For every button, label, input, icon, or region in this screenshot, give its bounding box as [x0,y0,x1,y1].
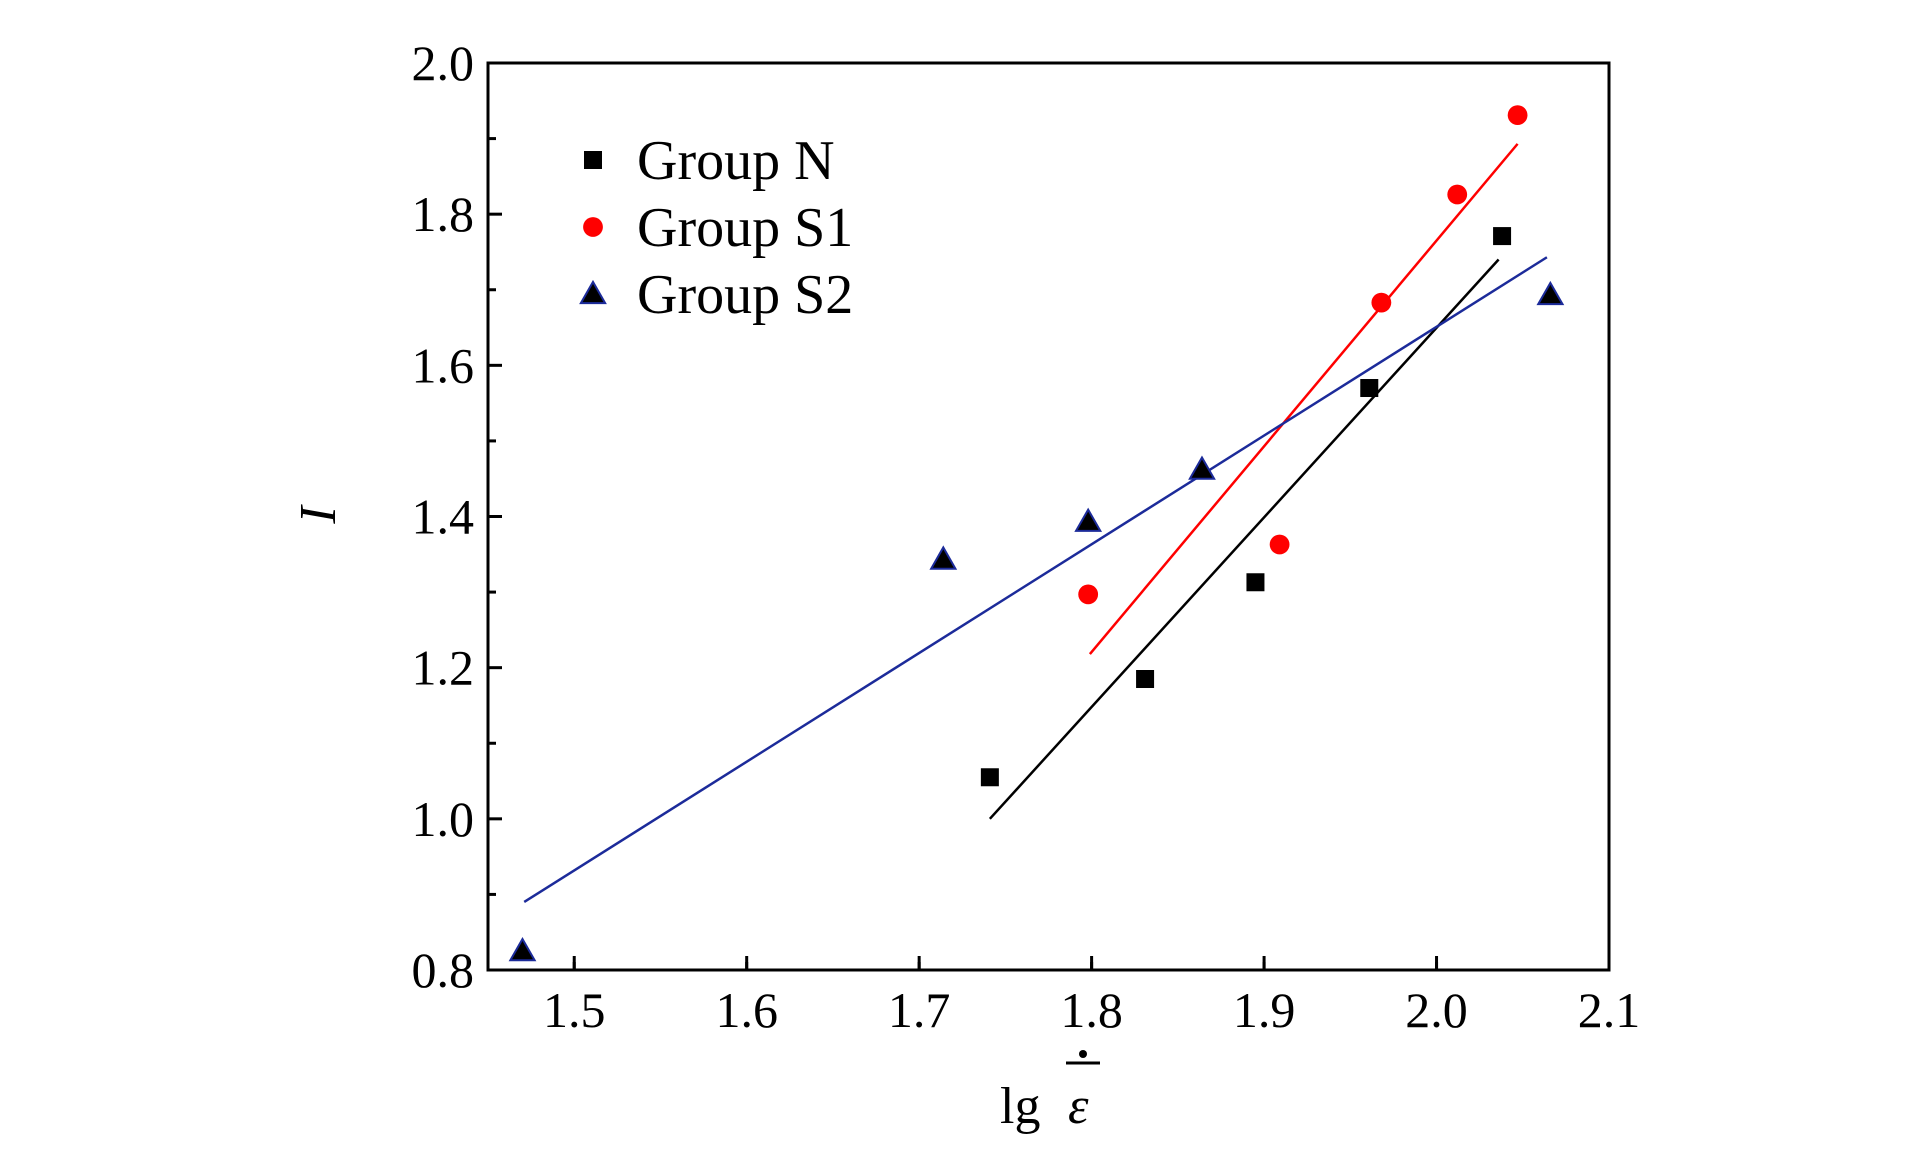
square-marker [1246,573,1265,592]
square-marker [584,151,602,169]
square-marker [980,768,999,787]
circle-marker [1371,292,1392,313]
y-axis-title: I [290,504,347,525]
square-marker [1136,670,1155,689]
x-axis-title-symbol: ε [1068,1078,1089,1135]
x-tick-label: 1.6 [715,982,778,1038]
y-tick-label: 1.2 [412,640,475,696]
triangle-marker [1074,507,1103,532]
x-tick-label: 1.9 [1233,982,1296,1038]
x-axis-title: lg ε [1000,1050,1100,1135]
circle-marker [583,217,603,237]
circle-marker [1269,534,1290,555]
x-tick-label: 2.1 [1578,982,1641,1038]
axis-tick-labels: 1.5 1.6 1.7 1.8 1.9 2.0 2.1 0.8 1.0 1.2 1.4 1.6 1.8 2… [412,35,1641,1038]
y-tick-label: 1.8 [412,186,475,242]
x-tick-label: 1.5 [543,982,606,1038]
legend-label: Group S2 [637,264,853,326]
y-tick-label: 1.0 [412,791,475,847]
legend-label: Group S1 [637,197,853,259]
fit-line [1088,143,1519,655]
triangle-marker [929,545,958,570]
triangle-marker [579,279,607,305]
fit-line [523,256,1548,904]
data-markers [508,105,1565,962]
circle-marker [1507,105,1528,126]
legend-label: Group N [637,130,835,192]
square-marker [1360,379,1379,398]
y-tick-label: 0.8 [412,942,475,998]
x-axis-title-prefix: lg [1000,1078,1040,1135]
triangle-marker [1536,280,1565,306]
y-tick-label: 2.0 [412,35,475,91]
triangle-marker [508,936,537,962]
x-tick-label: 1.8 [1060,982,1123,1038]
x-axis-title-dot [1079,1050,1087,1058]
circle-marker [1078,584,1099,605]
y-tick-label: 1.6 [412,337,475,393]
y-tick-label: 1.4 [412,489,475,545]
circle-marker [1447,184,1468,205]
x-tick-label: 2.0 [1405,982,1468,1038]
triangle-marker [1188,455,1216,480]
axis-ticks [488,61,1611,972]
x-tick-label: 1.7 [888,982,951,1038]
fit-lines [523,143,1548,904]
fit-line [988,258,1500,820]
square-marker [1493,227,1512,246]
